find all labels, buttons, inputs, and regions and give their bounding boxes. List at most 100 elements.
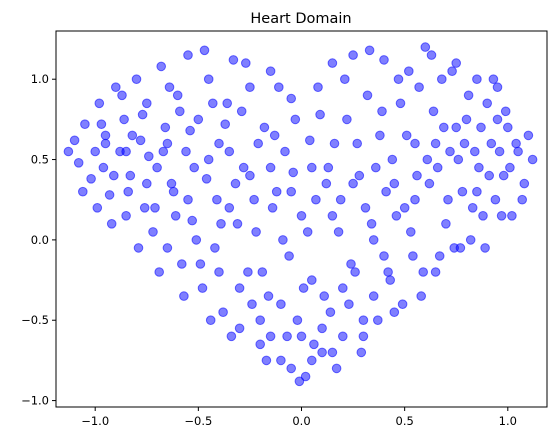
scatter-point bbox=[226, 331, 237, 342]
scatter-point bbox=[505, 162, 515, 173]
scatter-point bbox=[459, 138, 470, 149]
scatter-point bbox=[488, 74, 499, 84]
scatter-point bbox=[234, 283, 245, 293]
scatter-point bbox=[119, 114, 129, 125]
scatter-point bbox=[158, 146, 169, 157]
y-axis: −1.0 −0.5 0.0 0.5 1.0 bbox=[21, 72, 56, 408]
scatter-point bbox=[261, 355, 272, 366]
scatter-point bbox=[430, 138, 441, 149]
scatter-point bbox=[414, 82, 424, 92]
scatter-point bbox=[100, 138, 111, 149]
scatter-point bbox=[430, 267, 441, 277]
scatter-point bbox=[220, 119, 230, 129]
scatter-point bbox=[185, 125, 195, 136]
scatter-point bbox=[457, 186, 468, 197]
scatter-point bbox=[100, 130, 111, 141]
scatter-point bbox=[356, 347, 367, 358]
scatter-point bbox=[492, 114, 503, 125]
scatter-points bbox=[63, 42, 538, 387]
scatter-point bbox=[286, 186, 297, 197]
scatter-point bbox=[183, 50, 193, 60]
scatter-point bbox=[389, 178, 400, 189]
scatter-point bbox=[453, 154, 464, 165]
scatter-point bbox=[397, 299, 408, 310]
scatter-point bbox=[511, 138, 521, 149]
scatter-point bbox=[406, 227, 416, 237]
scatter-point bbox=[461, 114, 472, 125]
scatter-point bbox=[358, 331, 369, 342]
scatter-point bbox=[109, 170, 119, 181]
scatter-point bbox=[451, 122, 462, 133]
chart-title: Heart Domain bbox=[250, 11, 351, 27]
scatter-point bbox=[251, 227, 261, 237]
scatter-point bbox=[346, 259, 356, 269]
scatter-point bbox=[267, 203, 278, 213]
scatter-point bbox=[517, 194, 528, 205]
scatter-point bbox=[80, 119, 90, 129]
scatter-point bbox=[366, 219, 377, 229]
scatter-point bbox=[121, 211, 131, 221]
scatter-point bbox=[243, 267, 253, 277]
scatter-point bbox=[195, 259, 206, 269]
scatter-point bbox=[96, 119, 107, 129]
scatter-point bbox=[432, 162, 443, 173]
scatter-point bbox=[218, 307, 228, 318]
scatter-point bbox=[245, 82, 255, 92]
scatter-point bbox=[309, 339, 319, 350]
scatter-point bbox=[319, 291, 330, 301]
scatter-point bbox=[503, 122, 513, 133]
scatter-point bbox=[183, 194, 193, 205]
scatter-point bbox=[166, 178, 177, 189]
scatter-point bbox=[265, 162, 276, 173]
scatter-point bbox=[329, 138, 340, 149]
scatter-point bbox=[467, 203, 478, 213]
scatter-point bbox=[507, 211, 517, 221]
scatter-point bbox=[445, 146, 455, 157]
scatter-point bbox=[142, 178, 152, 189]
x-tick-label: 1.0 bbox=[499, 414, 517, 428]
scatter-point bbox=[106, 219, 117, 229]
scatter-point bbox=[172, 90, 183, 101]
scatter-point bbox=[412, 170, 422, 181]
scatter-point bbox=[358, 315, 369, 326]
scatter-point bbox=[162, 243, 173, 253]
scatter-point bbox=[177, 259, 187, 269]
x-tick-label: 0.5 bbox=[396, 414, 414, 428]
scatter-point bbox=[294, 376, 305, 387]
scatter-point bbox=[420, 42, 431, 52]
scatter-point bbox=[259, 122, 270, 133]
scatter-point bbox=[232, 219, 243, 229]
scatter-point bbox=[333, 227, 344, 237]
scatter-point bbox=[480, 243, 490, 253]
scatter-point bbox=[193, 114, 204, 125]
scatter-point bbox=[379, 55, 389, 65]
scatter-point bbox=[307, 162, 317, 173]
scatter-point bbox=[327, 58, 338, 68]
scatter-point bbox=[519, 178, 530, 189]
scatter-point bbox=[527, 154, 538, 165]
scatter-point bbox=[224, 203, 235, 213]
scatter-point bbox=[416, 291, 427, 301]
scatter-point bbox=[257, 267, 268, 277]
x-tick-label: −1.0 bbox=[81, 414, 109, 428]
scatter-point bbox=[276, 355, 286, 366]
scatter-point bbox=[385, 275, 396, 285]
scatter-point bbox=[408, 251, 418, 261]
scatter-point bbox=[338, 331, 348, 342]
scatter-point bbox=[201, 174, 212, 184]
scatter-point bbox=[422, 154, 433, 165]
scatter-point bbox=[236, 106, 247, 117]
scatter-point bbox=[282, 331, 292, 342]
scatter-point bbox=[437, 74, 447, 84]
scatter-point bbox=[271, 186, 282, 197]
scatter-point bbox=[379, 251, 389, 261]
scatter-point bbox=[160, 122, 171, 133]
scatter-point bbox=[150, 203, 160, 213]
scatter-point bbox=[265, 66, 276, 76]
scatter-point bbox=[210, 243, 220, 253]
scatter-point bbox=[230, 178, 241, 189]
scatter-point bbox=[338, 283, 348, 293]
scatter-point bbox=[344, 299, 354, 310]
scatter-point bbox=[189, 162, 199, 173]
scatter-point bbox=[265, 331, 276, 342]
